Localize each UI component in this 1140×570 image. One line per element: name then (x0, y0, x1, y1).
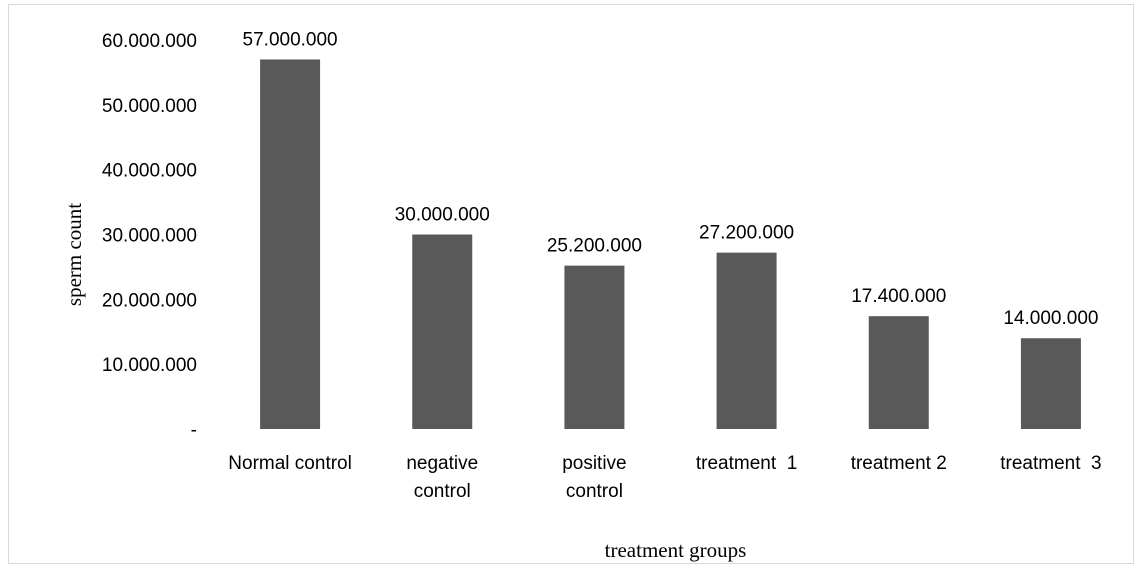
x-tick-label: control (414, 481, 471, 502)
bar-data-label: 57.000.000 (243, 29, 338, 50)
bar-chart: - 10.000.000 20.000.000 30.000.000 40.000.00… (62, 29, 1102, 562)
x-tick-label: treatment 1 (696, 453, 797, 474)
bar-data-label: 25.200.000 (547, 236, 642, 257)
y-tick-label: 60.000.000 (102, 31, 197, 52)
y-tick-label: 10.000.000 (102, 355, 197, 376)
x-tick-label: treatment 3 (1000, 453, 1101, 474)
bar (564, 265, 625, 429)
bar-data-label: 30.000.000 (395, 205, 490, 226)
bar-data-label: 27.200.000 (699, 223, 794, 244)
bar (1020, 338, 1081, 429)
bar (412, 234, 473, 429)
x-axis-title: treatment groups (605, 538, 747, 562)
data-labels: 57.000.000 30.000.000 25.200.000 27.200.000… (243, 29, 1099, 329)
bar (868, 316, 929, 429)
bar-data-label: 14.000.000 (1003, 308, 1098, 329)
y-tick-label: 20.000.000 (102, 290, 197, 311)
chart-frame: - 10.000.000 20.000.000 30.000.000 40.000.00… (8, 4, 1134, 564)
bar (716, 252, 777, 429)
x-tick-label: treatment 2 (851, 453, 947, 474)
x-tick-label: Normal control (228, 453, 352, 474)
y-tick-label: 50.000.000 (102, 96, 197, 117)
x-tick-label: positive (562, 453, 626, 474)
y-tick-label: - (191, 420, 197, 441)
x-axis-ticks: Normal control negative control positive con… (228, 453, 1101, 502)
x-tick-label: negative (406, 453, 478, 474)
y-tick-label: 40.000.000 (102, 161, 197, 182)
x-tick-label: control (566, 481, 623, 502)
bar (260, 59, 321, 429)
bars (260, 59, 1081, 429)
bar-data-label: 17.400.000 (851, 286, 946, 307)
y-axis-title: sperm count (62, 203, 86, 306)
y-axis-ticks: - 10.000.000 20.000.000 30.000.000 40.000.00… (102, 31, 197, 441)
y-tick-label: 30.000.000 (102, 226, 197, 247)
